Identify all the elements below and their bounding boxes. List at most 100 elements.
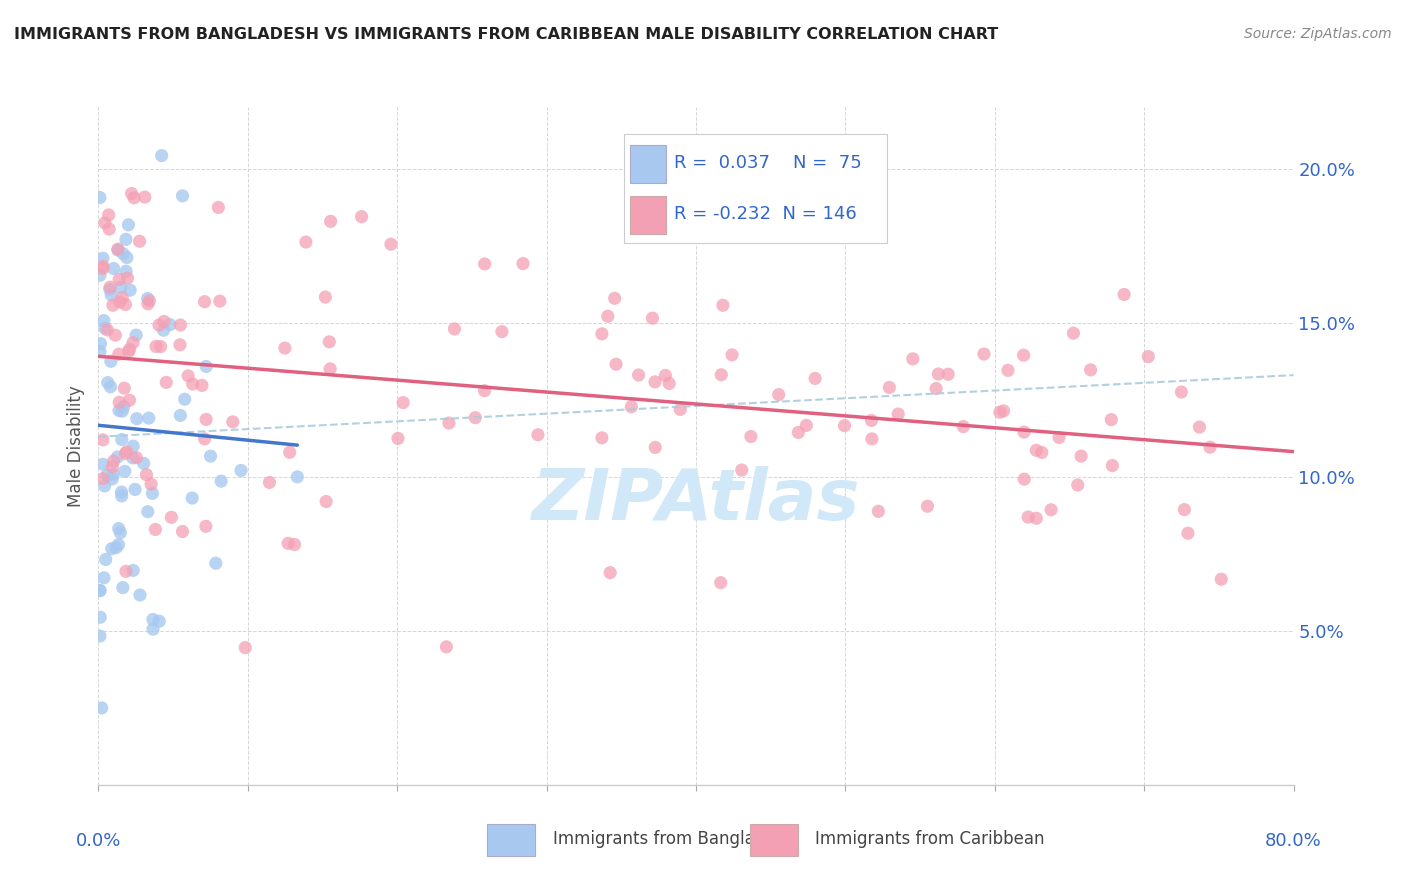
Point [114,297,136,311]
Point [194,519,217,533]
Point [591,431,613,445]
Point [208,294,231,309]
Point [605,357,627,371]
Point [804,371,827,385]
Point [669,402,692,417]
Point [103,454,125,468]
Point [100,380,122,394]
Point [993,404,1015,418]
Point [117,218,139,232]
Point [177,368,200,383]
Point [315,494,337,508]
Point [169,338,191,352]
Point [111,404,134,418]
Point [129,588,152,602]
Point [91,259,114,273]
Point [318,334,340,349]
Point [436,640,458,654]
Point [108,403,131,417]
Point [380,237,402,252]
Point [125,450,148,465]
Point [89,610,111,624]
Point [181,491,204,505]
Point [122,439,145,453]
Point [93,313,115,327]
Point [104,541,127,555]
Point [731,463,754,477]
Point [103,261,125,276]
Point [98,280,121,294]
Point [917,500,939,514]
Point [1031,445,1053,459]
Point [437,416,460,430]
Point [596,310,619,324]
Point [1017,510,1039,524]
Point [115,251,138,265]
Point [118,393,141,408]
Point [104,328,127,343]
Point [710,368,733,382]
Point [233,640,256,655]
Point [108,347,131,361]
Point [173,392,195,407]
Point [107,450,129,464]
Point [136,297,159,311]
Point [1211,572,1233,586]
Point [96,323,118,337]
Point [114,464,136,478]
Point [128,234,150,248]
Point [997,363,1019,377]
Point [654,368,676,383]
Point [879,380,901,394]
Point [295,235,318,249]
Point [110,280,132,294]
Point [125,328,148,343]
Point [1188,420,1211,434]
Text: 80.0%: 80.0% [1265,832,1322,850]
Point [1047,430,1070,444]
Point [1099,412,1122,426]
Point [172,524,194,539]
Point [464,410,486,425]
Point [122,450,145,465]
Point [887,407,910,421]
Point [101,472,124,486]
Point [117,271,139,285]
Point [491,325,513,339]
Point [796,418,818,433]
Point [89,583,111,598]
Point [98,222,121,236]
Point [277,536,299,550]
Text: Immigrants from Bangladesh: Immigrants from Bangladesh [553,830,794,848]
Point [474,384,496,398]
Point [101,459,124,474]
Point [644,375,666,389]
Point [1040,502,1063,516]
Point [91,252,114,266]
Point [138,411,160,425]
Point [1067,478,1090,492]
Point [1012,425,1035,439]
Point [191,378,214,392]
Point [152,323,174,337]
Point [278,445,301,459]
Point [350,210,373,224]
Point [952,419,974,434]
Point [103,467,125,482]
Point [1101,458,1123,473]
Point [115,264,138,278]
Point [1062,326,1084,340]
Point [96,468,118,483]
Point [111,581,134,595]
Point [107,538,129,552]
Point [90,701,112,715]
Point [868,504,890,518]
Point [274,341,297,355]
Point [927,367,949,381]
Point [111,291,134,305]
Point [195,359,218,374]
Point [740,429,762,443]
Point [121,186,143,201]
Point [973,347,995,361]
Point [195,412,218,426]
